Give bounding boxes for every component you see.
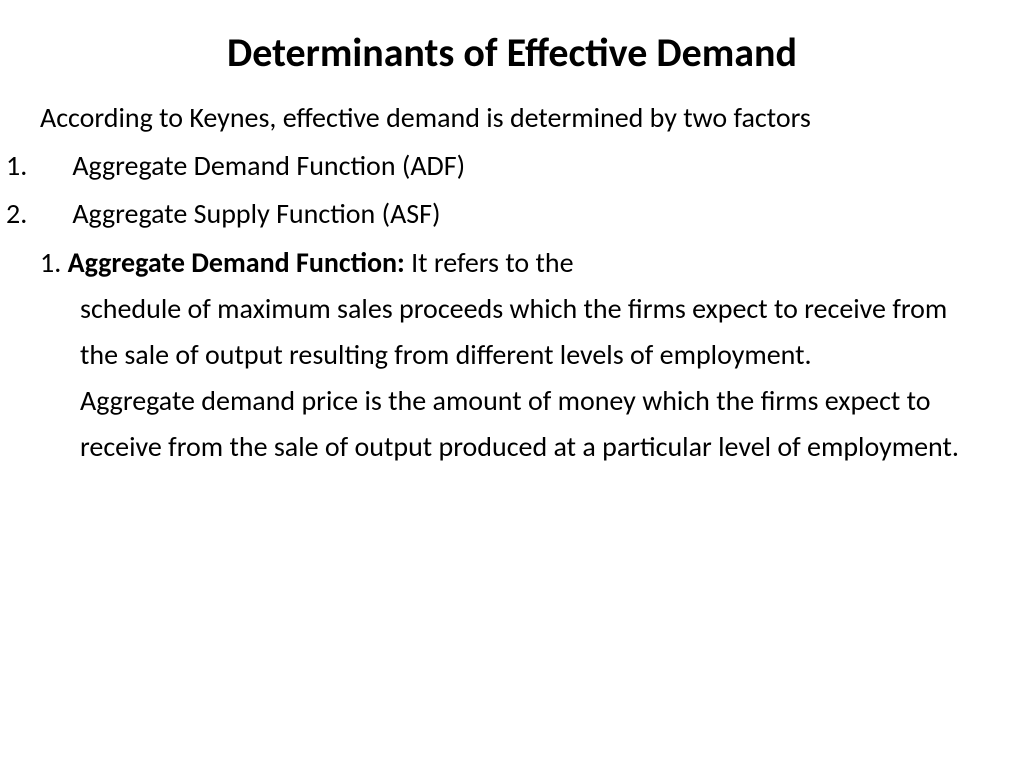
- section-para: Aggregate demand price is the amount of …: [80, 378, 984, 470]
- list-number: 1.: [40, 143, 66, 189]
- list-number: 2.: [40, 191, 66, 237]
- list-label: Aggregate Supply Function (ASF): [72, 196, 440, 231]
- section-number: 1.: [40, 245, 61, 280]
- slide-title: Determinants of Effective Demand: [40, 28, 984, 77]
- list-item: 2. Aggregate Supply Function (ASF): [40, 191, 984, 237]
- section-lead: It refers to the: [405, 245, 574, 280]
- section-adf: 1. Aggregate Demand Function: It refers …: [40, 240, 984, 471]
- section-body: schedule of maximum sales proceeds which…: [40, 286, 984, 471]
- intro-text: According to Keynes, effective demand is…: [40, 95, 984, 141]
- list-label: Aggregate Demand Function (ADF): [72, 148, 465, 183]
- section-para: schedule of maximum sales proceeds which…: [80, 286, 984, 378]
- list-item: 1. Aggregate Demand Function (ADF): [40, 143, 984, 189]
- slide-body: According to Keynes, effective demand is…: [40, 95, 984, 471]
- slide-container: Determinants of Effective Demand Accordi…: [0, 0, 1024, 768]
- section-heading: Aggregate Demand Function:: [68, 245, 405, 280]
